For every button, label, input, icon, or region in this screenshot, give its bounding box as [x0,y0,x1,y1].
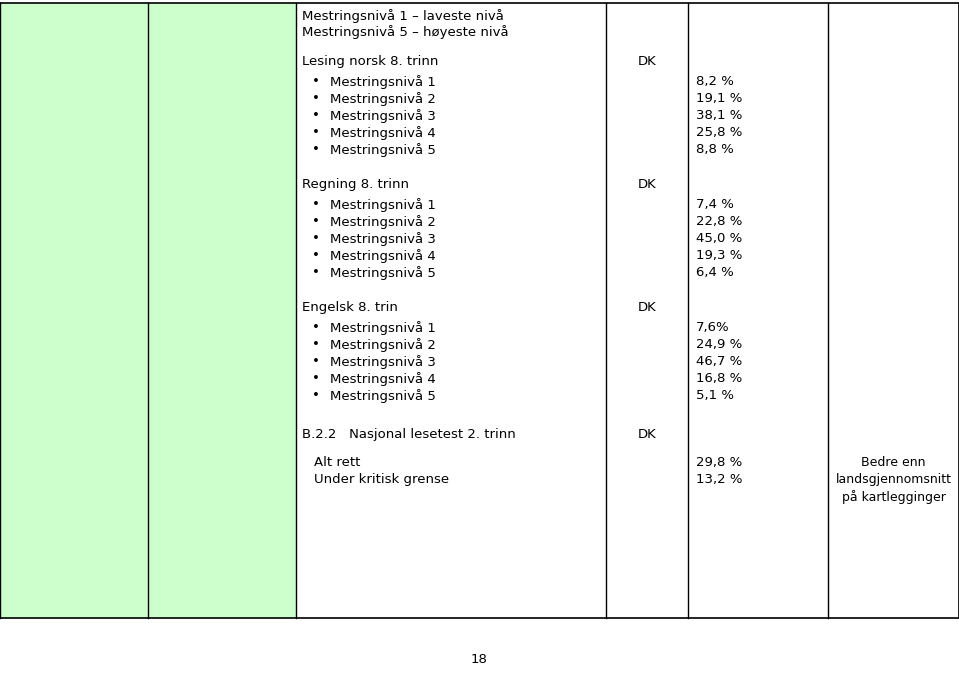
Text: 5,1 %: 5,1 % [696,389,734,402]
Text: •: • [312,232,320,245]
Text: •: • [312,389,320,402]
Text: 18: 18 [471,653,488,666]
Text: Mestringsnivå 2: Mestringsnivå 2 [330,92,436,106]
Text: Mestringsnivå 3: Mestringsnivå 3 [330,109,436,123]
Text: Mestringsnivå 1: Mestringsnivå 1 [330,198,436,212]
Text: 19,3 %: 19,3 % [696,249,742,262]
Text: •: • [312,92,320,105]
Text: 24,9 %: 24,9 % [696,338,742,351]
Text: DK: DK [638,301,656,314]
Text: 45,0 %: 45,0 % [696,232,742,245]
Text: 8,2 %: 8,2 % [696,75,734,88]
Bar [148,3,296,618]
Text: Mestringsnivå 5: Mestringsnivå 5 [330,143,436,157]
Text: Bedre enn
landsgjennomsnitt
på kartlegginger: Bedre enn landsgjennomsnitt på kartleggi… [835,456,951,504]
Text: 16,8 %: 16,8 % [696,372,742,385]
Text: Mestringsnivå 5 – høyeste nivå: Mestringsnivå 5 – høyeste nivå [302,25,508,39]
Text: •: • [312,321,320,334]
Text: Lesing norsk 8. trinn: Lesing norsk 8. trinn [302,55,438,68]
Text: •: • [312,266,320,279]
Text: 46,7 %: 46,7 % [696,355,742,368]
Text: B.2.2   Nasjonal lesetest 2. trinn: B.2.2 Nasjonal lesetest 2. trinn [302,428,516,441]
Text: Mestringsnivå 1: Mestringsnivå 1 [330,75,436,89]
Text: Mestringsnivå 2: Mestringsnivå 2 [330,215,436,229]
Text: Alt rett: Alt rett [314,456,361,469]
Text: 22,8 %: 22,8 % [696,215,742,228]
Text: •: • [312,338,320,351]
Text: 8,8 %: 8,8 % [696,143,734,156]
Text: Engelsk 8. trin: Engelsk 8. trin [302,301,398,314]
Text: •: • [312,249,320,262]
Text: Mestringsnivå 5: Mestringsnivå 5 [330,266,436,280]
Text: Mestringsnivå 3: Mestringsnivå 3 [330,232,436,246]
Text: •: • [312,372,320,385]
Text: Regning 8. trinn: Regning 8. trinn [302,178,409,191]
Text: Mestringsnivå 5: Mestringsnivå 5 [330,389,436,403]
Text: •: • [312,215,320,228]
Text: •: • [312,198,320,211]
Text: •: • [312,75,320,88]
Text: 19,1 %: 19,1 % [696,92,742,105]
Text: Mestringsnivå 1: Mestringsnivå 1 [330,321,436,335]
Text: •: • [312,109,320,122]
Text: •: • [312,143,320,156]
Text: Mestringsnivå 1 – laveste nivå: Mestringsnivå 1 – laveste nivå [302,9,503,23]
Text: 7,4 %: 7,4 % [696,198,734,211]
Text: Under kritisk grense: Under kritisk grense [314,473,449,486]
Text: Mestringsnivå 3: Mestringsnivå 3 [330,355,436,369]
Text: 25,8 %: 25,8 % [696,126,742,139]
Text: •: • [312,126,320,139]
Text: 38,1 %: 38,1 % [696,109,742,122]
Text: •: • [312,355,320,368]
Text: 6,4 %: 6,4 % [696,266,734,279]
Text: Mestringsnivå 4: Mestringsnivå 4 [330,372,435,386]
Bar [0,3,148,618]
Text: DK: DK [638,55,656,68]
Text: 13,2 %: 13,2 % [696,473,742,486]
Text: Mestringsnivå 4: Mestringsnivå 4 [330,126,435,140]
Text: 29,8 %: 29,8 % [696,456,742,469]
Text: Mestringsnivå 4: Mestringsnivå 4 [330,249,435,263]
Text: Mestringsnivå 2: Mestringsnivå 2 [330,338,436,352]
Text: DK: DK [638,428,656,441]
Text: DK: DK [638,178,656,191]
Text: 7,6%: 7,6% [696,321,730,334]
